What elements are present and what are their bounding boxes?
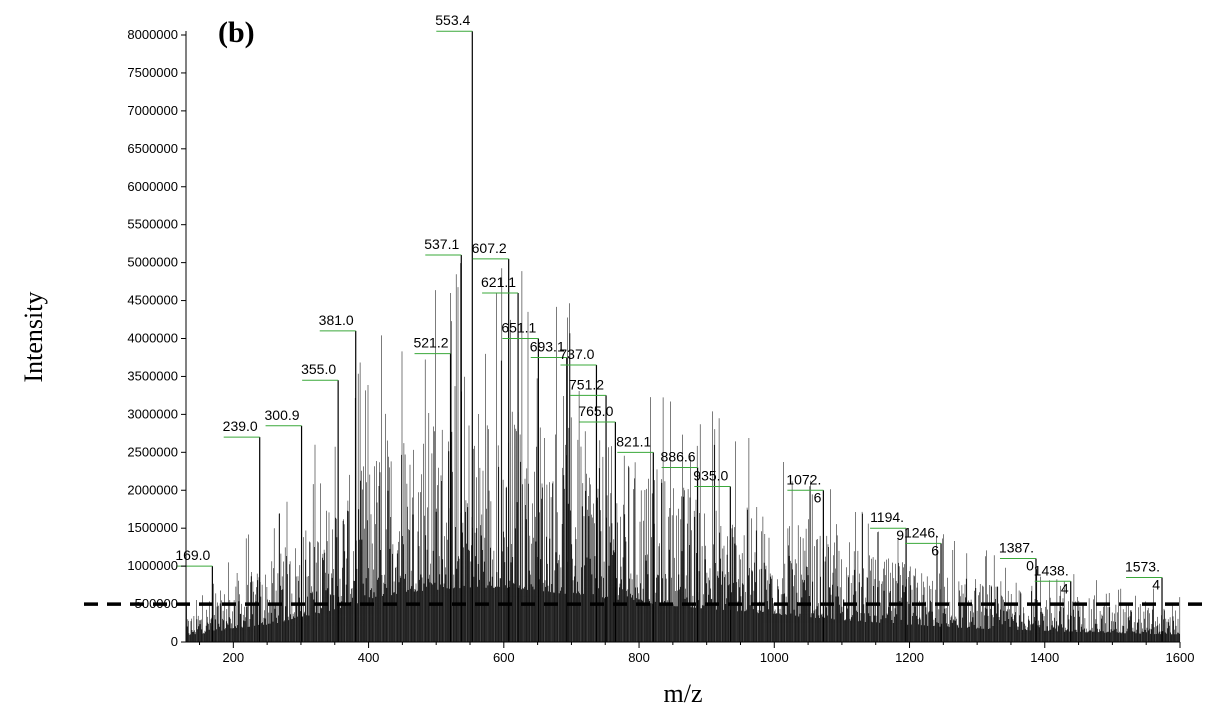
y-tick-label: 2000000 — [127, 482, 178, 497]
peak-label: 1438. 4 — [1034, 562, 1069, 596]
y-tick-label: 6000000 — [127, 179, 178, 194]
peak-label: 607.2 — [472, 240, 507, 256]
peak-label-part: 1246. — [904, 524, 939, 540]
peak-label-part: 553.4 — [435, 12, 470, 28]
y-tick-label: 1500000 — [127, 520, 178, 535]
y-tick-label: 1000000 — [127, 558, 178, 573]
x-tick-label: 1400 — [1030, 650, 1059, 665]
peak-label-part: 169.0 — [175, 547, 210, 563]
y-tick-label: 8000000 — [127, 27, 178, 42]
peak-label: 1573. 4 — [1125, 559, 1160, 593]
labeled-peaks: 169.0 239.0 300.9 355.0 381.0 521.2 537.1 553.4… — [175, 12, 1163, 642]
peak-label: 1194. 9 — [870, 509, 904, 543]
peak-label-part: 693.1 — [530, 338, 565, 354]
peak-label: 651.1 — [501, 320, 536, 336]
peak-label-part: 0 — [1026, 558, 1034, 574]
y-axis-title: Intensity — [19, 292, 48, 383]
peak-label: 821.1 — [616, 433, 651, 449]
peak-label-part: 737.0 — [559, 346, 594, 362]
peak-label: 737.0 — [559, 346, 594, 362]
peak-label: 751.2 — [569, 376, 604, 392]
peak-label-part: 521.2 — [413, 335, 448, 351]
y-tick-label: 3000000 — [127, 406, 178, 421]
y-tick-label: 2500000 — [127, 444, 178, 459]
y-tick-label: 4000000 — [127, 331, 178, 346]
y-tick-label: 5000000 — [127, 255, 178, 270]
peak-label-part: 886.6 — [661, 448, 696, 464]
peak-label-part: 9 — [896, 527, 904, 543]
peak-label: 935.0 — [693, 467, 728, 483]
x-tick-label: 200 — [222, 650, 244, 665]
peak-label-part: 300.9 — [265, 407, 300, 423]
peak-label: 381.0 — [319, 312, 354, 328]
peak-label-part: 355.0 — [301, 361, 336, 377]
peak-label: 169.0 — [175, 547, 210, 563]
y-tick-label: 4500000 — [127, 293, 178, 308]
peak-label: 693.1 — [530, 338, 565, 354]
peak-label: 355.0 — [301, 361, 336, 377]
peak-label-part: 6 — [814, 489, 822, 505]
peak-label-part: 4 — [1152, 577, 1160, 593]
x-tick-label: 1200 — [895, 650, 924, 665]
peak-label: 886.6 — [661, 448, 696, 464]
peak-label-part: 935.0 — [693, 467, 728, 483]
y-tick-label: 7000000 — [127, 103, 178, 118]
peak-label: 1246. 6 — [904, 524, 939, 558]
peak-label: 765.0 — [578, 403, 613, 419]
peak-label-part: 1072. — [786, 471, 821, 487]
peak-label: 521.2 — [413, 335, 448, 351]
x-tick-label: 600 — [493, 650, 515, 665]
peak-label: 239.0 — [223, 418, 258, 434]
peak-label-part: 6 — [931, 542, 939, 558]
peak-label-part: 1387. — [999, 540, 1034, 556]
y-tick-label: 0 — [171, 634, 178, 649]
peak-label-part: 607.2 — [472, 240, 507, 256]
y-tick-label: 7500000 — [127, 65, 178, 80]
x-tick-label: 400 — [358, 650, 380, 665]
x-tick-label: 1600 — [1166, 650, 1195, 665]
peak-label-part: 751.2 — [569, 376, 604, 392]
y-tick-label: 3500000 — [127, 368, 178, 383]
peak-label-part: 765.0 — [578, 403, 613, 419]
peak-label-part: 1438. — [1034, 562, 1069, 578]
peak-label-part: 239.0 — [223, 418, 258, 434]
panel-label: (b) — [218, 16, 255, 49]
peak-label-part: 1573. — [1125, 559, 1160, 575]
peak-label-part: 4 — [1061, 580, 1069, 596]
peak-label: 1387. 0 — [999, 540, 1034, 574]
x-tick-label: 1000 — [760, 650, 789, 665]
peak-label: 300.9 — [265, 407, 300, 423]
peak-label-part: 821.1 — [616, 433, 651, 449]
peak-label: 537.1 — [424, 236, 459, 252]
peak-label: 1072. 6 — [786, 471, 821, 505]
peak-label: 621.1 — [481, 274, 516, 290]
peak-label: 553.4 — [435, 12, 470, 28]
peak-label-part: 621.1 — [481, 274, 516, 290]
peak-label-part: 381.0 — [319, 312, 354, 328]
axes: 0500000100000015000002000000250000030000… — [127, 27, 1194, 665]
peak-label-part: 651.1 — [501, 320, 536, 336]
peak-label-part: 1194. — [870, 509, 904, 525]
y-tick-label: 5500000 — [127, 217, 178, 232]
x-tick-label: 800 — [628, 650, 650, 665]
x-axis-title: m/z — [664, 679, 703, 708]
y-tick-label: 6500000 — [127, 141, 178, 156]
peak-label-part: 537.1 — [424, 236, 459, 252]
